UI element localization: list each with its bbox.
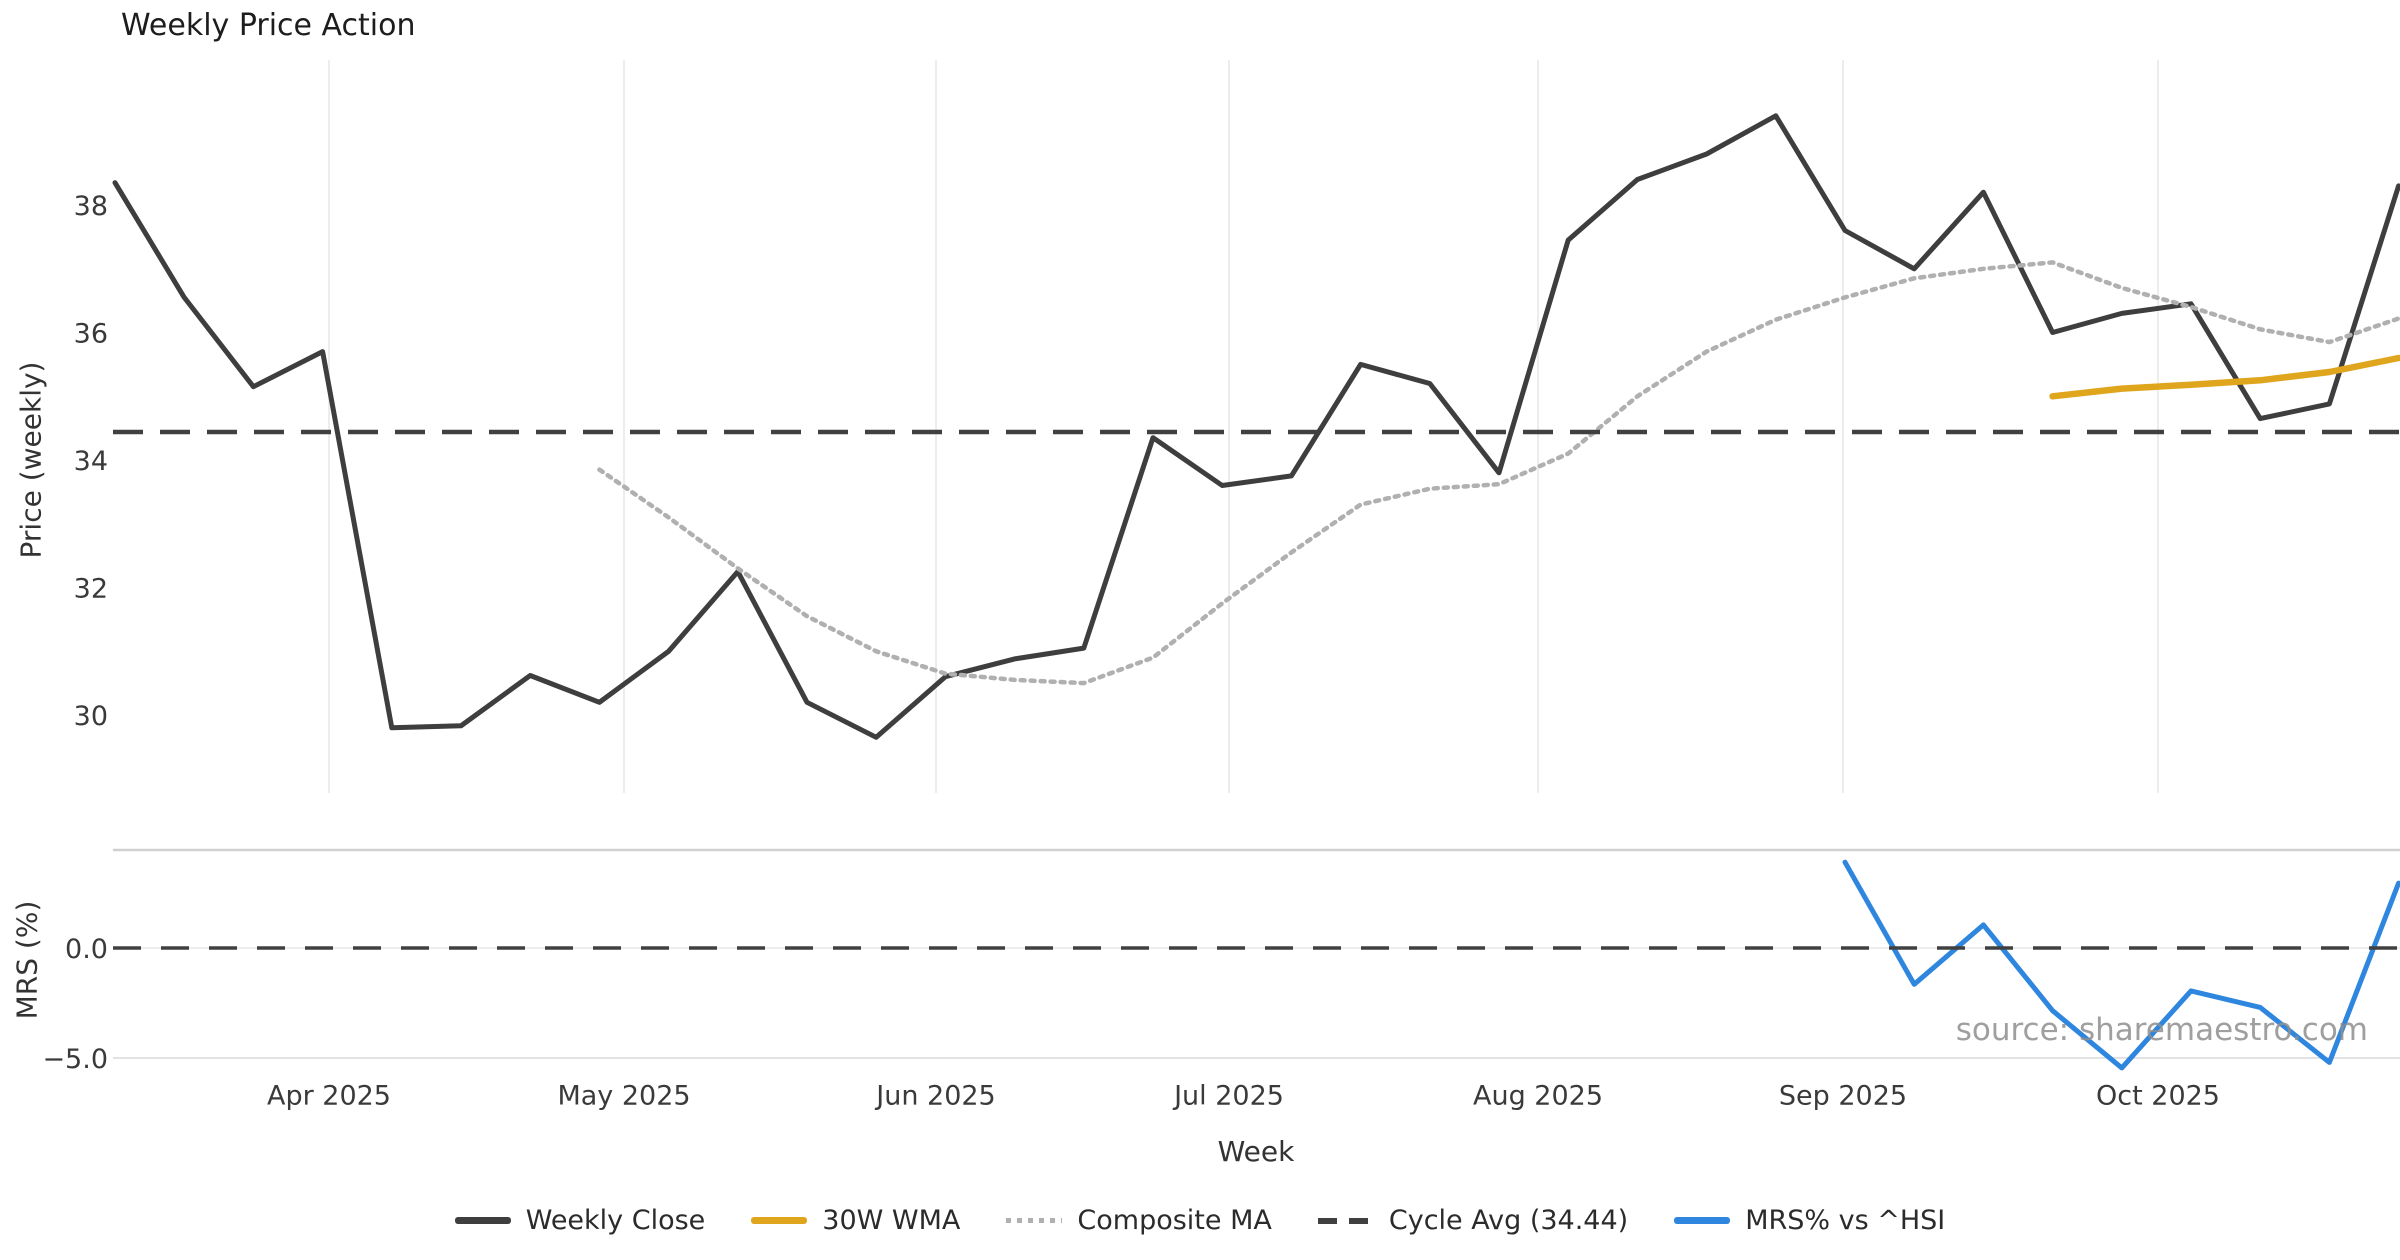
legend-label: 30W WMA bbox=[822, 1205, 961, 1236]
series-weekly-close bbox=[112, 113, 2400, 740]
legend-swatch-solid bbox=[1674, 1217, 1731, 1224]
legend-item-weekly-close: Weekly Close bbox=[454, 1205, 706, 1236]
legend-label: MRS% vs ^HSI bbox=[1745, 1205, 1946, 1236]
x-tick-label: Jul 2025 bbox=[1172, 1081, 1284, 1112]
x-tick-label: May 2025 bbox=[557, 1081, 690, 1112]
price-tick-label: 30 bbox=[74, 701, 108, 732]
mrs-tick-label: 0.0 bbox=[65, 934, 108, 965]
mrs-tick-label: −5.0 bbox=[42, 1044, 108, 1075]
x-axis-label: Week bbox=[1217, 1135, 1295, 1168]
series-30w-wma bbox=[2049, 354, 2400, 400]
series-layer bbox=[112, 113, 2400, 1071]
x-tick-label: Sep 2025 bbox=[1779, 1081, 1907, 1112]
legend-label: Composite MA bbox=[1077, 1205, 1272, 1236]
series-mrs-vs-hsi bbox=[1842, 859, 2400, 1071]
mrs-axis-label: MRS (%) bbox=[10, 900, 44, 1020]
legend-swatch-solid bbox=[454, 1217, 511, 1224]
price-tick-label: 38 bbox=[74, 191, 108, 222]
series-composite-ma bbox=[597, 260, 2400, 686]
x-tick-label: Aug 2025 bbox=[1473, 1081, 1603, 1112]
x-tick-label: Oct 2025 bbox=[2096, 1081, 2220, 1112]
x-tick-label: Jun 2025 bbox=[874, 1081, 995, 1112]
legend-label: Weekly Close bbox=[525, 1205, 706, 1236]
gridlines-layer bbox=[113, 60, 2400, 1059]
tick-labels-layer: Apr 2025 May 2025 Jun 2025 Jul 2025 Aug 2025… bbox=[42, 191, 2220, 1112]
source-watermark: source: sharemaestro.com bbox=[1955, 1012, 2368, 1048]
legend-item-cycle-avg-34-44-: Cycle Avg (34.44) bbox=[1317, 1205, 1629, 1236]
chart-title: Weekly Price Action bbox=[121, 8, 416, 43]
legend: Weekly Close 30W WMA Composite MA Cycle Avg… bbox=[0, 1205, 2400, 1236]
legend-label: Cycle Avg (34.44) bbox=[1388, 1205, 1629, 1236]
legend-swatch-dashed bbox=[1317, 1217, 1374, 1224]
legend-swatch-dotted bbox=[1006, 1218, 1063, 1223]
price-axis-label: Price (weekly) bbox=[14, 361, 48, 559]
price-tick-label: 36 bbox=[74, 319, 108, 350]
price-tick-label: 32 bbox=[74, 574, 108, 605]
legend-item-30w-wma: 30W WMA bbox=[751, 1205, 960, 1236]
legend-item-composite-ma: Composite MA bbox=[1006, 1205, 1272, 1236]
legend-item-mrs-vs-hsi: MRS% vs ^HSI bbox=[1674, 1205, 1945, 1236]
price-tick-label: 34 bbox=[74, 446, 108, 477]
x-tick-label: Apr 2025 bbox=[267, 1081, 391, 1112]
legend-swatch-solid bbox=[751, 1217, 808, 1224]
